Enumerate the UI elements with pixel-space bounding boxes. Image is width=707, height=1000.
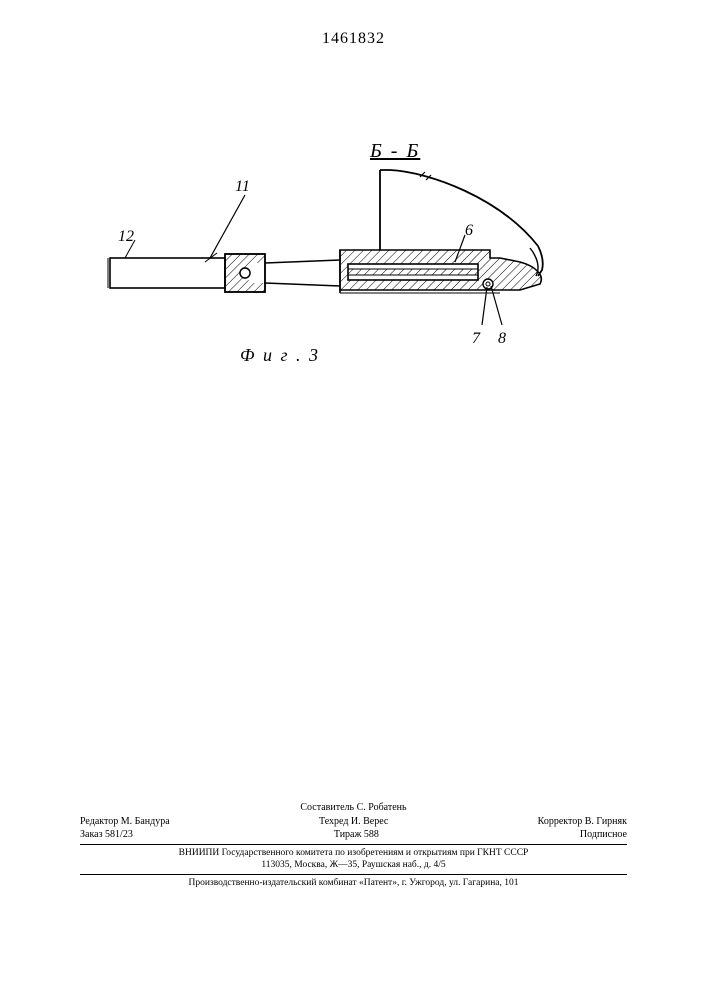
footer-subscription: Подписное <box>580 828 627 842</box>
footer-circulation: Тираж 588 <box>334 828 379 842</box>
footer-printer: Производственно-издательский комбинат «П… <box>80 877 627 890</box>
footer-order: Заказ 581/23 <box>80 828 133 842</box>
figure-label: Ф и г . 3 <box>240 345 320 366</box>
footer-tech: Техред И. Верес <box>319 815 388 829</box>
footer-editor: Редактор М. Бандура <box>80 815 170 829</box>
footer-compiler: Составитель С. Робатень <box>300 801 406 815</box>
page: 1461832 Б - Б <box>0 0 707 1000</box>
ref-11: 11 <box>235 178 250 196</box>
patent-number: 1461832 <box>0 30 707 48</box>
footer-org: ВНИИПИ Государственного комитета по изоб… <box>80 847 627 860</box>
footer-corrector: Корректор В. Гирняк <box>538 815 627 829</box>
ref-7: 7 <box>472 330 480 348</box>
footer-address: 113035, Москва, Ж—35, Раушская наб., д. … <box>80 859 627 872</box>
ref-12: 12 <box>118 228 134 246</box>
figure-3 <box>90 150 590 370</box>
ref-6: 6 <box>465 222 473 240</box>
footer-block: Составитель С. Робатень Редактор М. Банд… <box>80 801 627 890</box>
ref-8: 8 <box>498 330 506 348</box>
